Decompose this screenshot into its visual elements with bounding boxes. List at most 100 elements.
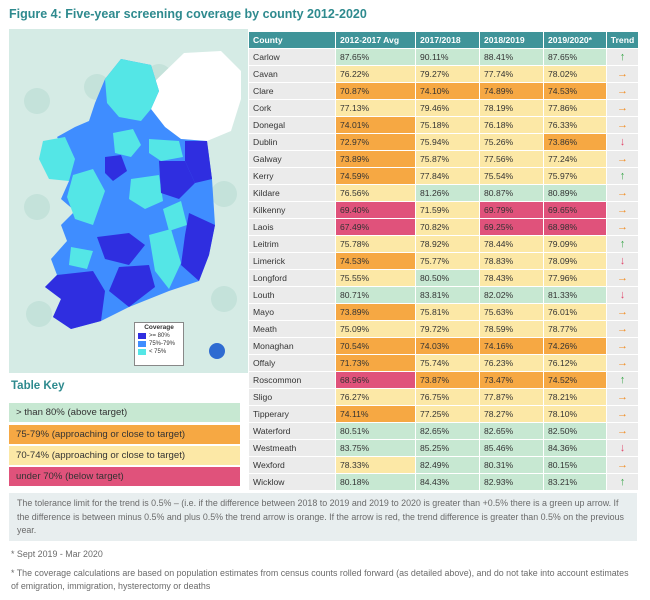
trend-cell: → bbox=[606, 405, 639, 423]
coverage-cell: 79.27% bbox=[415, 65, 480, 83]
coverage-cell: 83.75% bbox=[335, 439, 416, 457]
table-row: Kerry 74.59% 77.84% 75.54% 75.97% ↑ bbox=[248, 167, 639, 185]
coverage-cell: 68.98% bbox=[543, 218, 607, 236]
coverage-cell: 80.89% bbox=[543, 184, 607, 202]
county-cell: Sligo bbox=[248, 388, 336, 406]
legend-swatch bbox=[138, 333, 146, 339]
right-arrow-icon: → bbox=[617, 459, 628, 471]
county-cell: Leitrim bbox=[248, 235, 336, 253]
coverage-cell: 69.40% bbox=[335, 201, 416, 219]
table-row: Galway 73.89% 75.87% 77.56% 77.24% → bbox=[248, 150, 639, 168]
table-row: Waterford 80.51% 82.65% 82.65% 82.50% → bbox=[248, 422, 639, 440]
right-arrow-icon: → bbox=[617, 221, 628, 233]
table-row: Sligo 76.27% 76.75% 77.87% 78.21% → bbox=[248, 388, 639, 406]
coverage-cell: 87.65% bbox=[543, 48, 607, 66]
trend-cell: → bbox=[606, 99, 639, 117]
right-arrow-icon: → bbox=[617, 153, 628, 165]
right-arrow-icon: → bbox=[617, 102, 628, 114]
table-row: Dublin 72.97% 75.94% 75.26% 73.86% ↓ bbox=[248, 133, 639, 151]
footnote-date: * Sept 2019 - Mar 2020 bbox=[11, 549, 103, 559]
figure-title: Figure 4: Five-year screening coverage b… bbox=[9, 7, 367, 21]
table-header-row: County 2012-2017 Avg 2017/2018 2018/2019… bbox=[248, 31, 639, 49]
coverage-cell: 78.02% bbox=[543, 65, 607, 83]
coverage-cell: 69.25% bbox=[479, 218, 544, 236]
coverage-cell: 76.01% bbox=[543, 303, 607, 321]
header-2018-2019: 2018/2019 bbox=[479, 31, 544, 49]
coverage-cell: 80.51% bbox=[335, 422, 416, 440]
map-legend: Coverage >= 80% 75%-79% < 75% bbox=[134, 322, 184, 366]
table-row: Tipperary 74.11% 77.25% 78.27% 78.10% → bbox=[248, 405, 639, 423]
trend-cell: → bbox=[606, 269, 639, 287]
coverage-cell: 72.97% bbox=[335, 133, 416, 151]
coverage-cell: 77.56% bbox=[479, 150, 544, 168]
coverage-cell: 78.09% bbox=[543, 252, 607, 270]
coverage-cell: 78.27% bbox=[479, 405, 544, 423]
up-arrow-icon: ↑ bbox=[619, 51, 626, 63]
coverage-cell: 74.52% bbox=[543, 371, 607, 389]
coverage-cell: 76.23% bbox=[479, 354, 544, 372]
coverage-cell: 74.89% bbox=[479, 82, 544, 100]
table-row: Kilkenny 69.40% 71.59% 69.79% 69.65% → bbox=[248, 201, 639, 219]
coverage-cell: 77.24% bbox=[543, 150, 607, 168]
coverage-cell: 78.43% bbox=[479, 269, 544, 287]
coverage-cell: 74.53% bbox=[543, 82, 607, 100]
table-row: Mayo 73.89% 75.81% 75.63% 76.01% → bbox=[248, 303, 639, 321]
right-arrow-icon: → bbox=[617, 187, 628, 199]
table-row: Limerick 74.53% 75.77% 78.83% 78.09% ↓ bbox=[248, 252, 639, 270]
coverage-cell: 75.97% bbox=[543, 167, 607, 185]
coverage-cell: 84.43% bbox=[415, 473, 480, 491]
coverage-cell: 84.36% bbox=[543, 439, 607, 457]
county-cell: Offaly bbox=[248, 354, 336, 372]
coverage-cell: 77.96% bbox=[543, 269, 607, 287]
table-row: Louth 80.71% 83.81% 82.02% 81.33% ↓ bbox=[248, 286, 639, 304]
coverage-cell: 76.18% bbox=[479, 116, 544, 134]
coverage-cell: 77.84% bbox=[415, 167, 480, 185]
trend-cell: → bbox=[606, 201, 639, 219]
up-arrow-icon: ↑ bbox=[619, 238, 626, 250]
table-row: Cork 77.13% 79.46% 78.19% 77.86% → bbox=[248, 99, 639, 117]
coverage-cell: 74.16% bbox=[479, 337, 544, 355]
trend-cell: → bbox=[606, 303, 639, 321]
coverage-cell: 68.96% bbox=[335, 371, 416, 389]
table-row: Donegal 74.01% 75.18% 76.18% 76.33% → bbox=[248, 116, 639, 134]
county-cell: Carlow bbox=[248, 48, 336, 66]
coverage-cell: 75.77% bbox=[415, 252, 480, 270]
coverage-cell: 78.83% bbox=[479, 252, 544, 270]
coverage-cell: 79.72% bbox=[415, 320, 480, 338]
right-arrow-icon: → bbox=[617, 306, 628, 318]
right-arrow-icon: → bbox=[617, 272, 628, 284]
trend-cell: → bbox=[606, 150, 639, 168]
table-row: Longford 75.55% 80.50% 78.43% 77.96% → bbox=[248, 269, 639, 287]
coverage-cell: 78.59% bbox=[479, 320, 544, 338]
right-arrow-icon: → bbox=[617, 119, 628, 131]
coverage-cell: 80.15% bbox=[543, 456, 607, 474]
key-item-below-target: under 70% (below target) bbox=[9, 467, 240, 486]
logo-icon bbox=[209, 343, 225, 359]
coverage-cell: 82.02% bbox=[479, 286, 544, 304]
up-arrow-icon: ↑ bbox=[619, 476, 626, 488]
right-arrow-icon: → bbox=[617, 340, 628, 352]
county-cell: Dublin bbox=[248, 133, 336, 151]
table-row: Meath 75.09% 79.72% 78.59% 78.77% → bbox=[248, 320, 639, 338]
header-2012-2017-avg: 2012-2017 Avg bbox=[335, 31, 416, 49]
coverage-cell: 79.09% bbox=[543, 235, 607, 253]
trend-cell: ↑ bbox=[606, 167, 639, 185]
county-cell: Wexford bbox=[248, 456, 336, 474]
coverage-cell: 70.87% bbox=[335, 82, 416, 100]
coverage-table: County 2012-2017 Avg 2017/2018 2018/2019… bbox=[248, 31, 639, 491]
right-arrow-icon: → bbox=[617, 204, 628, 216]
county-cell: Limerick bbox=[248, 252, 336, 270]
table-row: Roscommon 68.96% 73.87% 73.47% 74.52% ↑ bbox=[248, 371, 639, 389]
coverage-cell: 77.25% bbox=[415, 405, 480, 423]
coverage-map: Coverage >= 80% 75%-79% < 75% bbox=[9, 29, 248, 373]
coverage-cell: 81.33% bbox=[543, 286, 607, 304]
coverage-cell: 73.47% bbox=[479, 371, 544, 389]
trend-cell: → bbox=[606, 184, 639, 202]
county-cell: Kildare bbox=[248, 184, 336, 202]
legend-swatch bbox=[138, 341, 146, 347]
right-arrow-icon: → bbox=[617, 68, 628, 80]
right-arrow-icon: → bbox=[617, 408, 628, 420]
coverage-cell: 85.25% bbox=[415, 439, 480, 457]
table-key-title: Table Key bbox=[11, 380, 65, 392]
coverage-cell: 73.89% bbox=[335, 303, 416, 321]
